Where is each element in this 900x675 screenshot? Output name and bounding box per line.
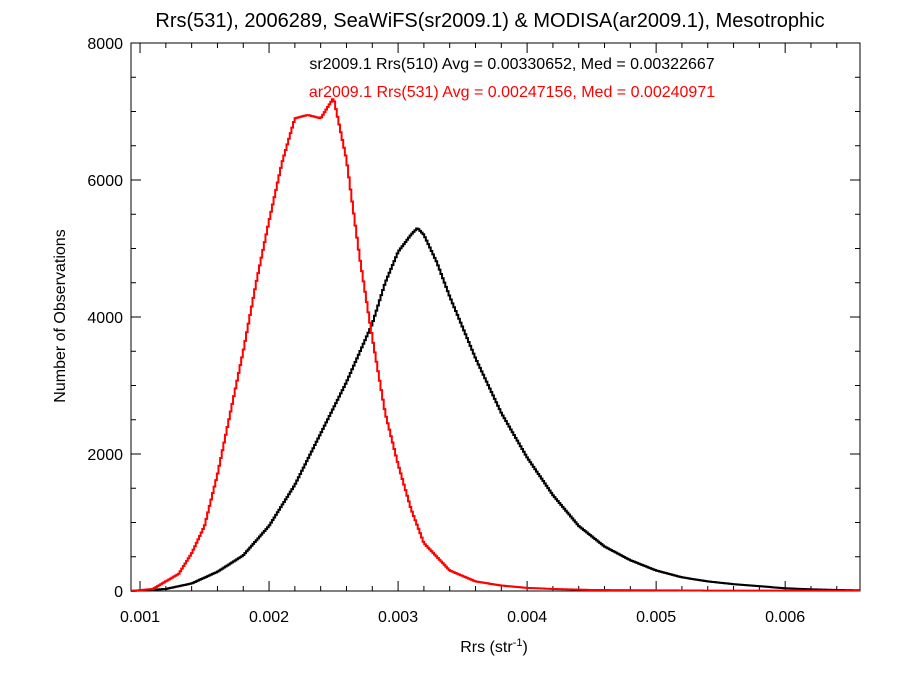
x-tick-label: 0.006 — [765, 609, 805, 626]
x-tick-label: 0.003 — [378, 609, 418, 626]
x-tick-label: 0.002 — [249, 609, 289, 626]
tick-labels: 0.001 0.002 0.003 0.004 0.005 0.006 0 2000 4000 6… — [87, 36, 805, 626]
x-axis-title: Rrs (str-1) — [460, 637, 528, 656]
axis-ticks — [131, 42, 860, 592]
annotation-sr2009: sr2009.1 Rrs(510) Avg = 0.00330652, Med … — [309, 56, 714, 73]
series-layer — [131, 98, 860, 592]
series-line-ar2009 — [131, 98, 860, 592]
x-tick-label: 0.005 — [636, 609, 676, 626]
y-axis-title: Number of Observations — [52, 229, 69, 402]
y-tick-label: 8000 — [87, 36, 123, 53]
x-tick-label: 0.001 — [120, 609, 160, 626]
plot-frame — [130, 42, 861, 592]
annotation-ar2009: ar2009.1 Rrs(531) Avg = 0.00247156, Med … — [309, 84, 715, 101]
chart-title: Rrs(531), 2006289, SeaWiFS(sr2009.1) & M… — [155, 10, 824, 32]
y-tick-label: 6000 — [87, 173, 123, 190]
y-tick-label: 2000 — [87, 447, 123, 464]
x-tick-label: 0.004 — [507, 609, 547, 626]
y-tick-label: 4000 — [87, 310, 123, 327]
series-line-sr2009 — [131, 227, 860, 592]
y-tick-label: 0 — [114, 584, 123, 601]
